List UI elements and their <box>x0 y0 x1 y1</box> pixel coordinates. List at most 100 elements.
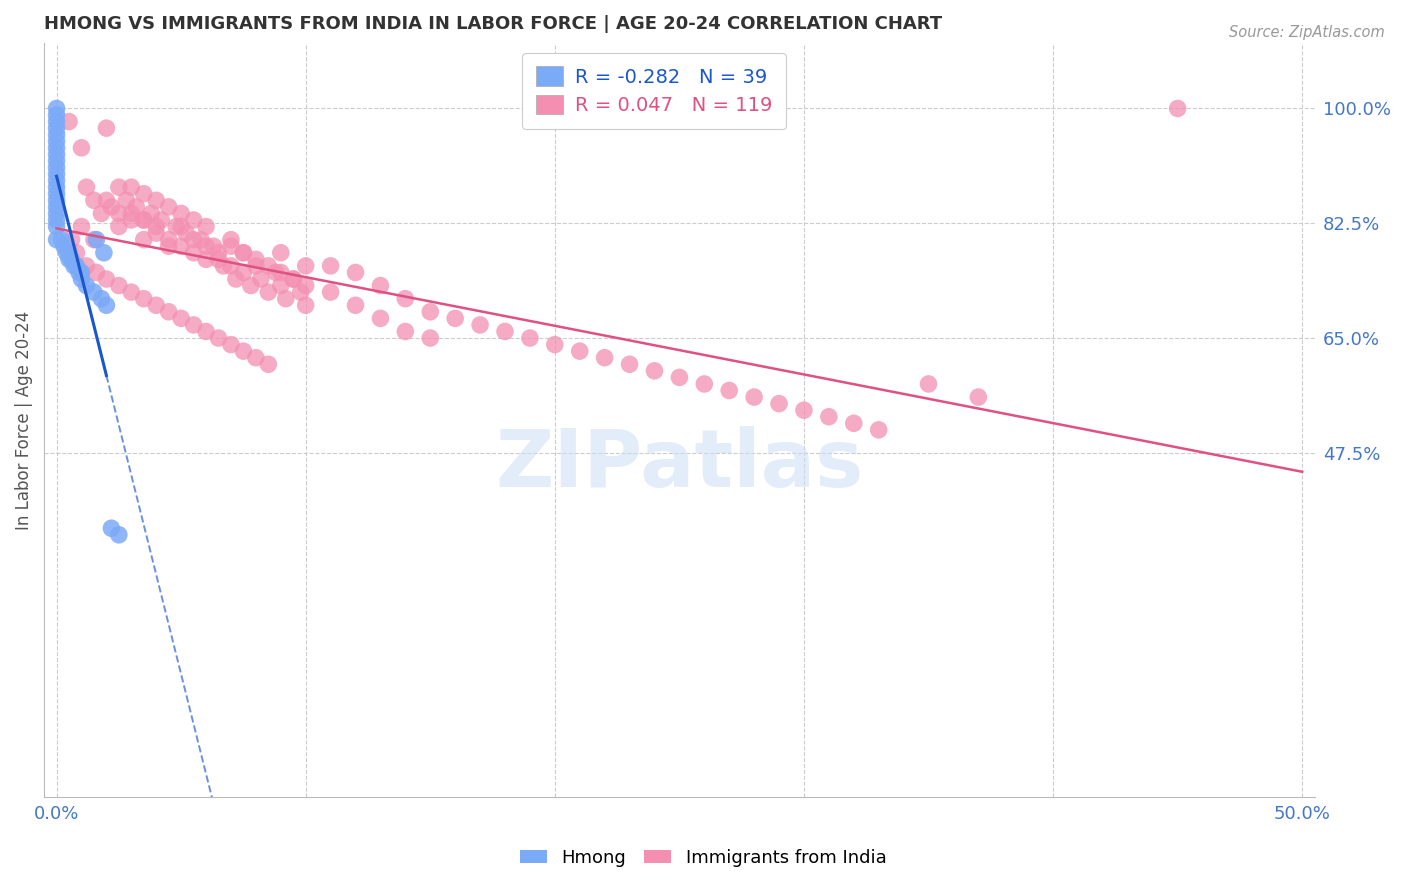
Point <box>294 298 316 312</box>
Point <box>45 233 67 247</box>
Point <box>132 233 155 247</box>
Point <box>86 265 108 279</box>
Point <box>619 357 641 371</box>
Point <box>195 219 218 234</box>
Point <box>145 219 167 234</box>
Point <box>65 259 87 273</box>
Point <box>344 265 367 279</box>
Point <box>219 239 242 253</box>
Point <box>264 265 287 279</box>
Point <box>96 194 118 208</box>
Point <box>742 390 765 404</box>
Point <box>63 259 86 273</box>
Point <box>257 357 280 371</box>
Point <box>195 325 218 339</box>
Point <box>270 265 292 279</box>
Point <box>100 200 122 214</box>
Point <box>45 134 67 148</box>
Point <box>544 337 567 351</box>
Point <box>120 213 142 227</box>
Point <box>239 278 262 293</box>
Point <box>45 213 67 227</box>
Point <box>468 318 491 332</box>
Point <box>60 233 83 247</box>
Point <box>917 376 939 391</box>
Point <box>45 114 67 128</box>
Point <box>45 167 67 181</box>
Point <box>245 252 267 267</box>
Point <box>370 311 392 326</box>
Point <box>45 153 67 168</box>
Point <box>232 265 254 279</box>
Point <box>96 272 118 286</box>
Point <box>212 259 235 273</box>
Point <box>170 311 193 326</box>
Point <box>120 180 142 194</box>
Point <box>108 206 131 220</box>
Point <box>70 265 93 279</box>
Point <box>593 351 616 365</box>
Point <box>643 364 665 378</box>
Point <box>70 141 93 155</box>
Point <box>45 173 67 187</box>
Point <box>718 384 741 398</box>
Point <box>45 161 67 175</box>
Point <box>207 252 229 267</box>
Point <box>93 245 115 260</box>
Text: HMONG VS IMMIGRANTS FROM INDIA IN LABOR FORCE | AGE 20-24 CORRELATION CHART: HMONG VS IMMIGRANTS FROM INDIA IN LABOR … <box>44 15 942 33</box>
Point <box>294 259 316 273</box>
Point <box>157 200 180 214</box>
Point <box>45 102 67 116</box>
Point <box>818 409 841 424</box>
Point <box>125 200 148 214</box>
Point <box>108 219 131 234</box>
Point <box>157 233 180 247</box>
Point <box>232 245 254 260</box>
Point <box>257 259 280 273</box>
Point <box>219 337 242 351</box>
Point <box>245 259 267 273</box>
Point <box>270 245 292 260</box>
Point <box>45 206 67 220</box>
Point <box>793 403 815 417</box>
Point <box>245 351 267 365</box>
Point <box>319 259 342 273</box>
Point <box>45 194 67 208</box>
Point <box>419 331 441 345</box>
Point <box>45 128 67 142</box>
Point <box>232 344 254 359</box>
Point <box>108 528 131 542</box>
Point <box>45 121 67 136</box>
Point <box>183 318 205 332</box>
Point <box>207 331 229 345</box>
Point <box>868 423 890 437</box>
Point <box>165 219 187 234</box>
Point <box>668 370 690 384</box>
Point <box>86 233 108 247</box>
Point <box>145 194 167 208</box>
Point <box>132 292 155 306</box>
Point <box>294 278 316 293</box>
Point <box>394 292 416 306</box>
Point <box>45 186 67 201</box>
Point <box>494 325 516 339</box>
Legend: Hmong, Immigrants from India: Hmong, Immigrants from India <box>512 842 894 874</box>
Point <box>96 298 118 312</box>
Point <box>145 298 167 312</box>
Point <box>202 239 225 253</box>
Point <box>270 278 292 293</box>
Point <box>190 233 212 247</box>
Point <box>370 278 392 293</box>
Point <box>58 245 80 260</box>
Point <box>120 285 142 299</box>
Point <box>394 325 416 339</box>
Point <box>174 226 197 240</box>
Point <box>157 239 180 253</box>
Point <box>170 219 193 234</box>
Point <box>768 396 790 410</box>
Point <box>90 292 112 306</box>
Point <box>195 252 218 267</box>
Point <box>170 206 193 220</box>
Point <box>319 285 342 299</box>
Point <box>519 331 541 345</box>
